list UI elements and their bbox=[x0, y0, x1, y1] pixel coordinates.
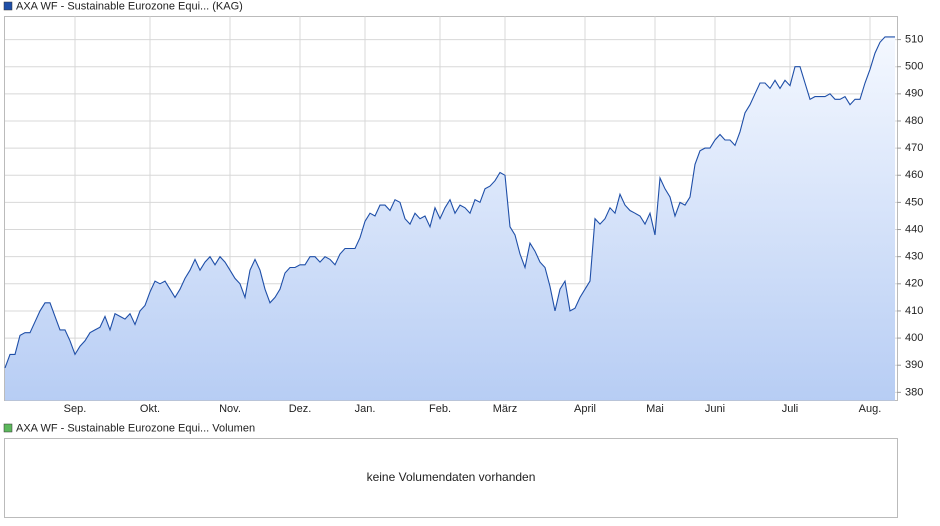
x-tick-label: Dez. bbox=[289, 403, 312, 415]
legend-swatch bbox=[3, 1, 13, 11]
x-tick-label: März bbox=[493, 403, 517, 415]
x-tick-label: Juli bbox=[782, 403, 799, 415]
y-tick-label: 480 bbox=[905, 115, 923, 127]
line bbox=[4, 36, 895, 369]
y-tick-label: 470 bbox=[905, 142, 923, 154]
y-tick-label: 440 bbox=[905, 223, 923, 235]
x-tick-label: Mai bbox=[646, 403, 664, 415]
y-tick-label: 390 bbox=[905, 359, 923, 371]
y-tick-label: 460 bbox=[905, 169, 923, 181]
x-tick-label: Juni bbox=[705, 403, 725, 415]
y-tick-label: 380 bbox=[905, 386, 923, 398]
y-tick-label: 420 bbox=[905, 278, 923, 290]
y-tick-label: 450 bbox=[905, 196, 923, 208]
x-tick-label: Aug. bbox=[859, 403, 882, 415]
y-tick-label: 500 bbox=[905, 61, 923, 73]
x-tick-label: April bbox=[574, 403, 596, 415]
y-tick-label: 430 bbox=[905, 251, 923, 263]
y-tick-label: 510 bbox=[905, 33, 923, 45]
x-tick-label: Sep. bbox=[64, 403, 87, 415]
x-tick-label: Okt. bbox=[140, 403, 160, 415]
area bbox=[5, 36, 895, 401]
volume-message: keine Volumendaten vorhanden bbox=[367, 470, 536, 484]
y-tick-label: 400 bbox=[905, 332, 923, 344]
y-tick-label: 410 bbox=[905, 305, 923, 317]
x-tick-label: Jan. bbox=[355, 403, 376, 415]
legend-label: AXA WF - Sustainable Eurozone Equi... Vo… bbox=[16, 422, 255, 434]
volume-frame bbox=[4, 438, 898, 518]
x-tick-label: Nov. bbox=[219, 403, 241, 415]
legend-swatch bbox=[3, 423, 13, 433]
legend-label: AXA WF - Sustainable Eurozone Equi... (K… bbox=[16, 0, 243, 12]
x-tick-label: Feb. bbox=[429, 403, 451, 415]
y-tick-label: 490 bbox=[905, 88, 923, 100]
